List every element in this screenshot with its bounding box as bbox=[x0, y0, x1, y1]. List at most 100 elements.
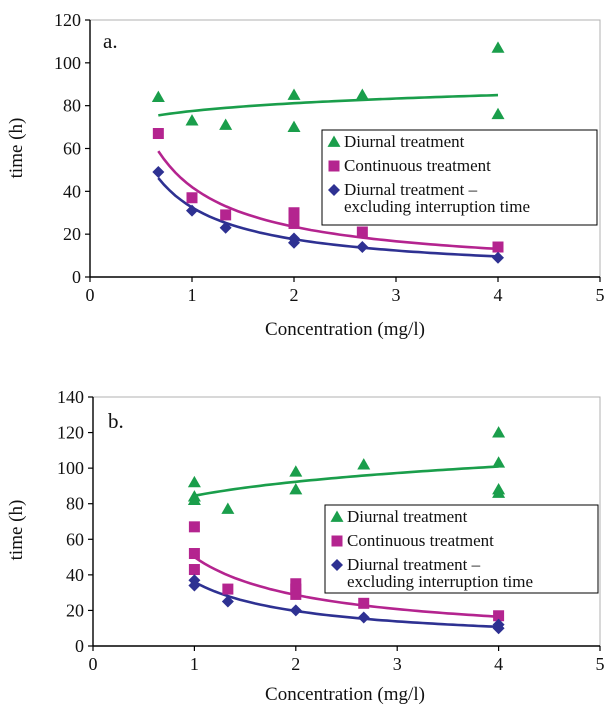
x-tick-label: 1 bbox=[190, 654, 199, 674]
y-tick-label: 120 bbox=[54, 10, 81, 30]
y-tick-label: 100 bbox=[54, 53, 81, 73]
data-point-triangle bbox=[492, 426, 506, 438]
y-tick-label: 80 bbox=[63, 96, 81, 116]
legend-label: excluding interruption time bbox=[344, 197, 530, 216]
legend-marker-diamond bbox=[331, 559, 343, 571]
data-point-triangle bbox=[287, 88, 301, 100]
legend-label: Diurnal treatment bbox=[344, 132, 465, 151]
data-point-triangle bbox=[185, 114, 199, 126]
data-point-diamond bbox=[289, 604, 302, 617]
legend-marker-square bbox=[331, 535, 343, 547]
data-point-diamond bbox=[186, 204, 198, 217]
data-point-diamond bbox=[288, 236, 300, 249]
x-axis-title: Concentration (mg/l) bbox=[265, 319, 425, 340]
data-point-triangle bbox=[491, 107, 505, 120]
trendline-diamond bbox=[157, 177, 499, 258]
data-point-square bbox=[152, 128, 164, 140]
data-point-square bbox=[493, 610, 505, 622]
data-point-square bbox=[188, 548, 200, 560]
legend-label: Diurnal treatment – bbox=[347, 555, 481, 574]
data-point-triangle bbox=[187, 475, 201, 488]
data-point-triangle bbox=[287, 120, 301, 132]
legend-box bbox=[324, 504, 599, 594]
chart-panel-a: 0 20 40 60 80 100 120 0 1 2 3 4 5 Concentration (mg/l… bbox=[6, 10, 605, 340]
legend-box bbox=[321, 129, 598, 226]
data-point-square bbox=[356, 226, 368, 238]
trendline-triangle bbox=[194, 465, 499, 497]
data-point-triangle bbox=[289, 465, 303, 477]
data-point-square bbox=[222, 583, 234, 595]
y-tick-label: 140 bbox=[57, 387, 84, 407]
x-axis-title: Concentration (mg/l) bbox=[265, 684, 425, 705]
trendline-diamond bbox=[193, 580, 499, 629]
legend-marker-square bbox=[328, 160, 340, 172]
data-point-diamond bbox=[221, 595, 234, 608]
data-point-square bbox=[358, 597, 370, 609]
data-point-diamond bbox=[152, 166, 165, 179]
y-tick-label: 0 bbox=[72, 267, 81, 287]
data-point-triangle bbox=[491, 41, 505, 53]
data-point-triangle bbox=[357, 458, 371, 470]
y-tick-label: 0 bbox=[75, 636, 84, 656]
legend-marker-triangle bbox=[327, 135, 341, 147]
y-tick-label: 120 bbox=[57, 423, 84, 443]
x-tick-label: 3 bbox=[393, 654, 402, 674]
panel-label: b. bbox=[108, 409, 124, 433]
y-tick-label: 40 bbox=[63, 181, 81, 201]
data-point-diamond bbox=[219, 221, 232, 234]
data-point-square bbox=[290, 588, 302, 600]
data-point-square bbox=[288, 207, 300, 219]
legend-label: Diurnal treatment – bbox=[344, 180, 478, 199]
x-tick-label: 0 bbox=[89, 654, 98, 674]
chart-panel-b: 0 20 40 60 80 100 120 140 0 1 2 3 4 5 Concentration (m… bbox=[6, 387, 605, 705]
trendline-square bbox=[193, 556, 499, 618]
data-point-triangle bbox=[151, 90, 165, 102]
legend-label: Diurnal treatment bbox=[347, 507, 468, 526]
data-point-diamond bbox=[357, 611, 370, 624]
x-tick-label: 4 bbox=[494, 285, 503, 305]
data-point-square bbox=[220, 209, 232, 221]
data-point-triangle bbox=[355, 88, 369, 100]
x-tick-label: 2 bbox=[291, 654, 300, 674]
data-point-square bbox=[492, 241, 504, 253]
legend-marker-triangle bbox=[330, 510, 344, 522]
y-tick-label: 20 bbox=[66, 600, 84, 620]
data-point-triangle bbox=[187, 493, 201, 506]
y-axis-title: time (h) bbox=[6, 118, 27, 179]
data-point-diamond bbox=[188, 579, 201, 592]
legend-label: Continuous treatment bbox=[347, 531, 494, 550]
x-tick-label: 1 bbox=[188, 285, 197, 305]
data-point-square bbox=[188, 521, 200, 533]
x-tick-label: 5 bbox=[596, 285, 605, 305]
x-tick-label: 5 bbox=[596, 654, 605, 674]
legend-label: Continuous treatment bbox=[344, 156, 491, 175]
y-tick-label: 40 bbox=[66, 565, 84, 585]
data-point-diamond bbox=[492, 622, 505, 635]
x-tick-label: 4 bbox=[494, 654, 503, 674]
panel-label: a. bbox=[103, 29, 118, 53]
trendline-square bbox=[157, 150, 499, 251]
x-tick-label: 3 bbox=[392, 285, 401, 305]
legend-marker-diamond bbox=[328, 184, 340, 196]
data-point-triangle bbox=[219, 118, 233, 130]
x-tick-label: 2 bbox=[290, 285, 299, 305]
x-tick-label: 0 bbox=[86, 285, 95, 305]
legend-label: excluding interruption time bbox=[347, 572, 533, 591]
trendline-triangle bbox=[158, 93, 499, 117]
data-point-triangle bbox=[221, 502, 235, 514]
data-point-square bbox=[288, 217, 300, 229]
data-point-triangle bbox=[492, 486, 506, 498]
y-tick-label: 80 bbox=[66, 494, 84, 514]
data-point-diamond bbox=[492, 251, 504, 264]
data-point-triangle bbox=[492, 456, 506, 468]
y-tick-label: 20 bbox=[63, 224, 81, 244]
y-tick-label: 60 bbox=[63, 139, 81, 159]
data-point-triangle bbox=[289, 482, 303, 495]
data-point-square bbox=[186, 192, 198, 204]
y-tick-label: 60 bbox=[66, 529, 84, 549]
y-axis-title: time (h) bbox=[6, 500, 27, 561]
y-tick-label: 100 bbox=[57, 458, 84, 478]
data-point-square bbox=[188, 564, 200, 576]
data-point-diamond bbox=[356, 241, 369, 254]
